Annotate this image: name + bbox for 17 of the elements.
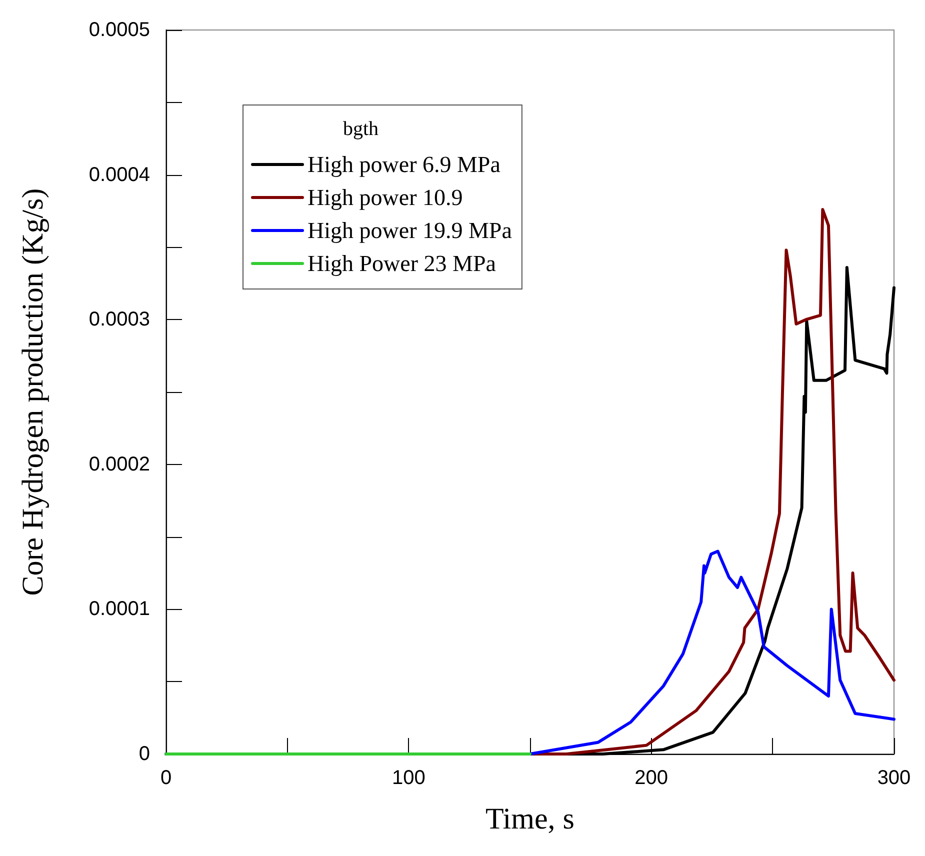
y-tick-label: 0.0004 [88, 164, 150, 186]
x-tick-label: 200 [634, 767, 668, 789]
legend-label: High Power 23 MPa [308, 251, 496, 276]
legend-label: High power 6.9 MPa [308, 152, 500, 177]
y-tick-label: 0 [138, 743, 150, 765]
y-tick-label: 0.0003 [88, 308, 150, 331]
y-tick-label: 0.0002 [88, 453, 150, 476]
y-axis-title: Core Hydrogen production (Kg/s) [16, 188, 50, 596]
legend-title: bgth [343, 118, 379, 140]
y-tick-label: 0.0001 [88, 598, 150, 620]
legend-label: High power 10.9 [308, 185, 463, 210]
x-tick-label: 0 [160, 767, 172, 789]
legend-label: High power 19.9 MPa [308, 218, 512, 243]
x-axis-title: Time, s [486, 802, 574, 836]
x-tick-label: 300 [877, 767, 911, 789]
y-tick-label: 0.0005 [88, 19, 150, 41]
x-tick-label: 100 [392, 767, 426, 789]
